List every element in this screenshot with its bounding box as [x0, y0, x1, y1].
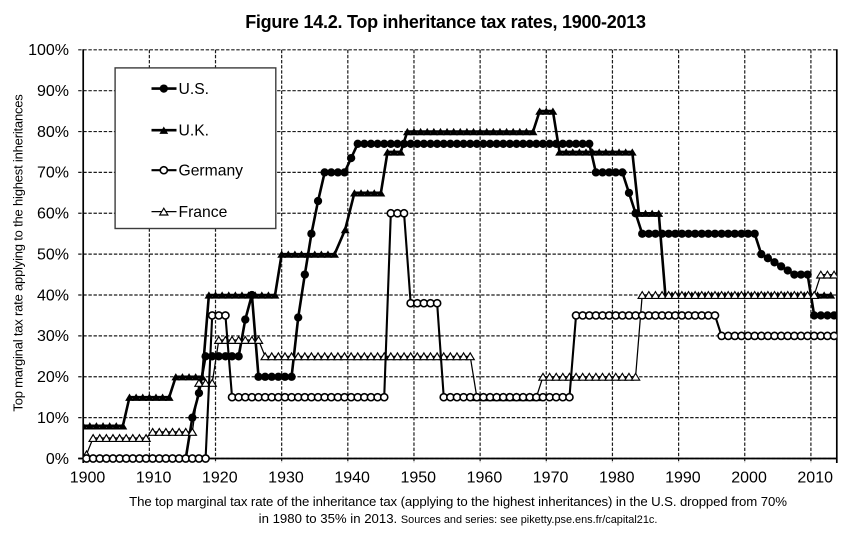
svg-text:30%: 30% — [37, 328, 69, 345]
svg-text:70%: 70% — [37, 165, 69, 182]
svg-text:Germany: Germany — [179, 163, 244, 180]
svg-text:1930: 1930 — [268, 470, 304, 487]
svg-text:1970: 1970 — [533, 470, 569, 487]
svg-text:France: France — [179, 204, 228, 221]
svg-text:1910: 1910 — [136, 470, 172, 487]
svg-text:20%: 20% — [37, 369, 69, 386]
svg-text:1950: 1950 — [400, 470, 436, 487]
svg-text:40%: 40% — [37, 287, 69, 304]
svg-text:The top marginal tax rate of t: The top marginal tax rate of the inherit… — [129, 494, 787, 509]
svg-text:10%: 10% — [37, 410, 69, 427]
svg-text:Figure 14.2. Top inheritance t: Figure 14.2. Top inheritance tax rates, … — [245, 12, 646, 32]
svg-text:0%: 0% — [46, 451, 69, 468]
svg-text:1990: 1990 — [665, 470, 701, 487]
svg-text:50%: 50% — [37, 246, 69, 263]
svg-text:100%: 100% — [28, 42, 69, 59]
svg-text:1960: 1960 — [467, 470, 503, 487]
svg-text:U.K.: U.K. — [179, 123, 210, 140]
svg-text:60%: 60% — [37, 206, 69, 223]
svg-text:1920: 1920 — [202, 470, 238, 487]
svg-text:in 1980 to 35% in 2013. Source: in 1980 to 35% in 2013. Sources and seri… — [259, 511, 658, 526]
svg-text:80%: 80% — [37, 124, 69, 141]
svg-text:90%: 90% — [37, 83, 69, 100]
svg-text:1900: 1900 — [70, 470, 106, 487]
svg-text:1940: 1940 — [334, 470, 370, 487]
svg-text:2010: 2010 — [797, 470, 833, 487]
svg-text:2000: 2000 — [731, 470, 767, 487]
svg-text:U.S.: U.S. — [179, 81, 210, 98]
svg-text:1980: 1980 — [599, 470, 635, 487]
svg-text:Top marginal tax rate applying: Top marginal tax rate applying to the hi… — [11, 94, 26, 412]
